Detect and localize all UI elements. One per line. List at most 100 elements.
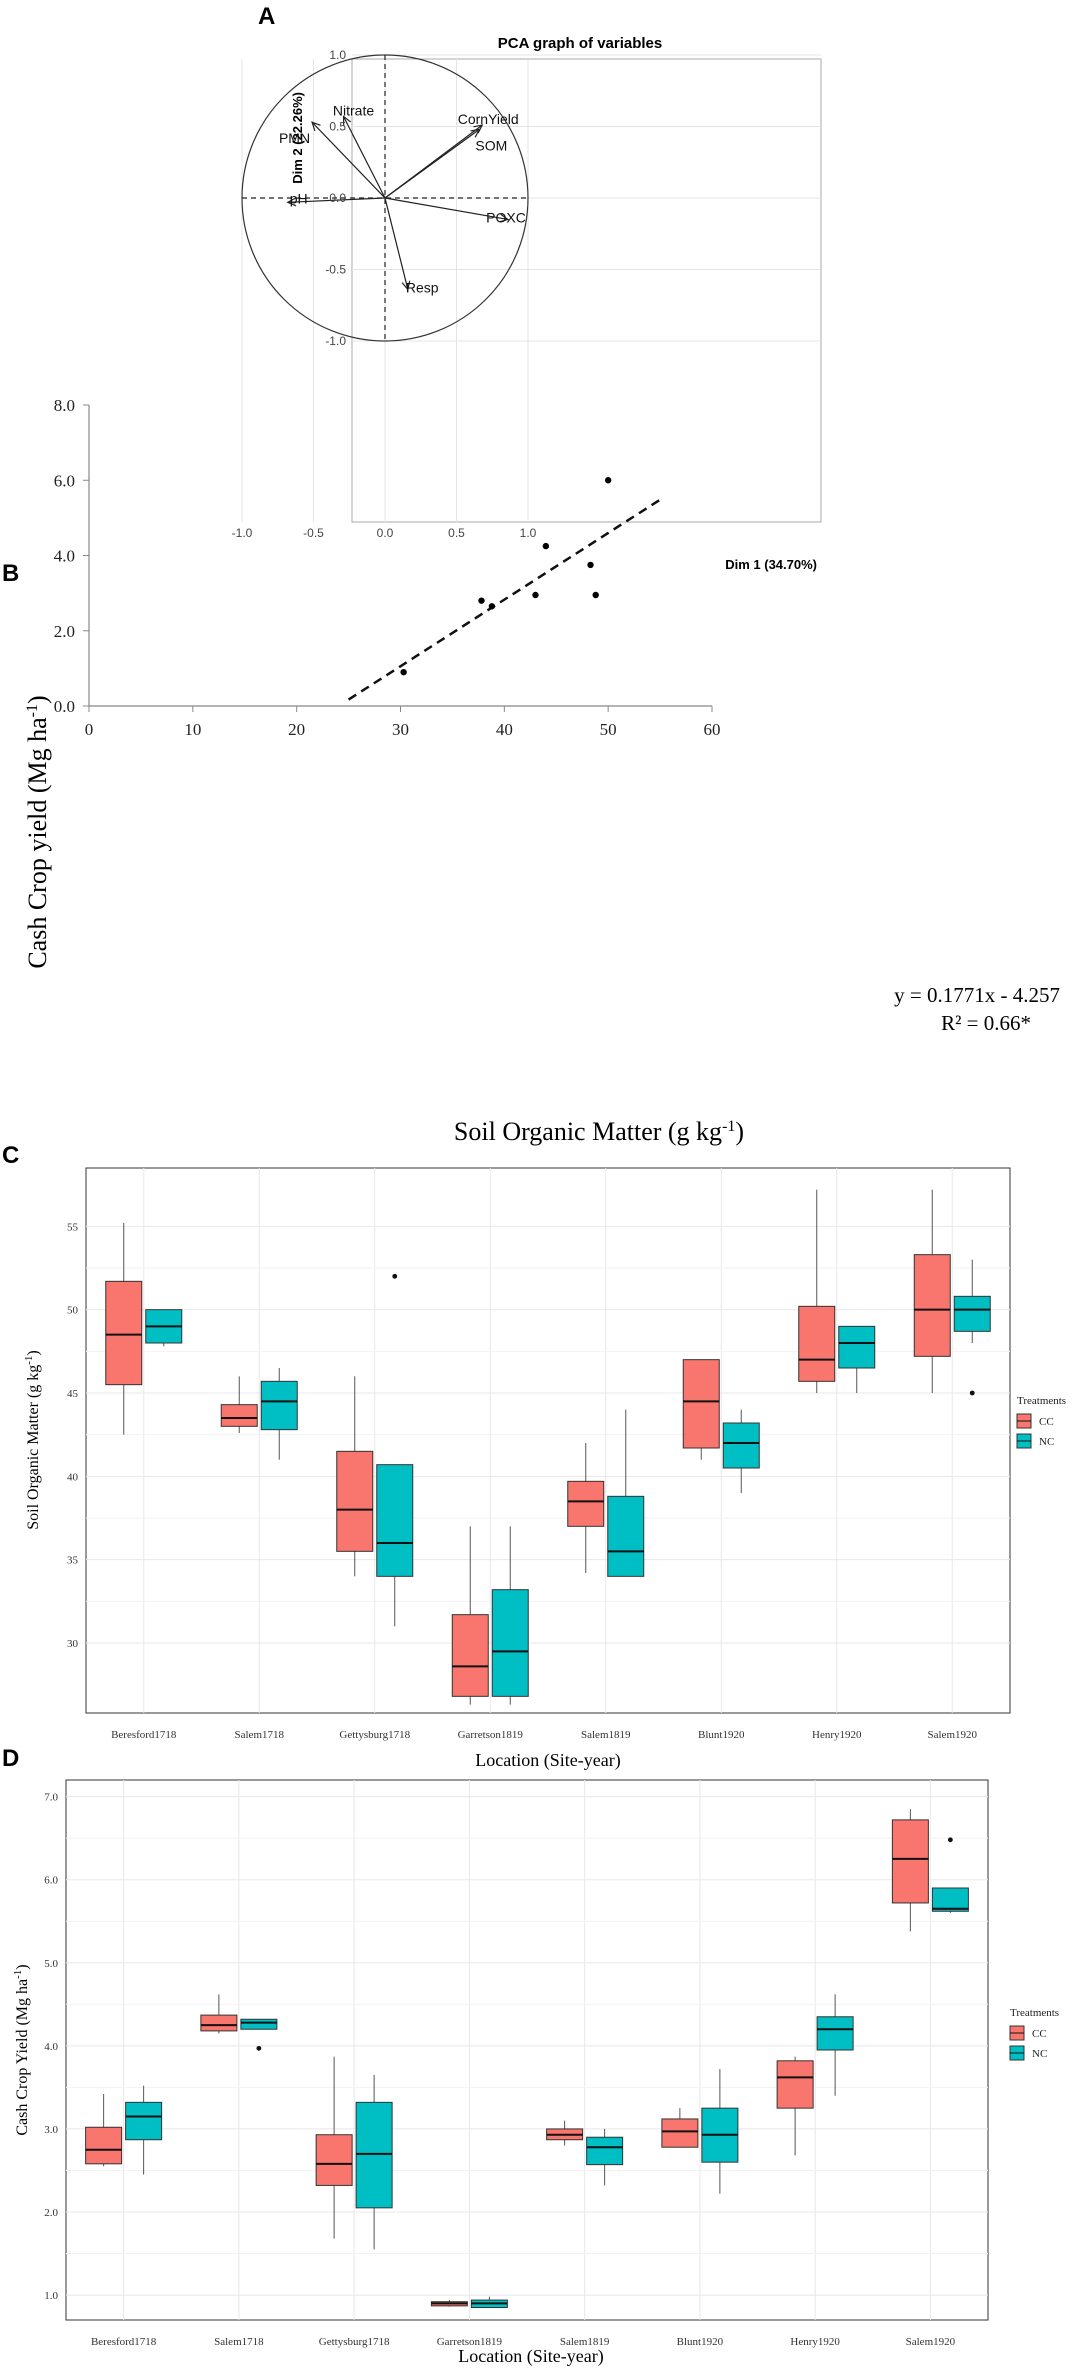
yield-y-tick-label: 4.0 [44, 2041, 58, 2053]
regression-equation: y = 0.1771x - 4.257 [894, 983, 1060, 1007]
yield-y-tick-label: 3.0 [44, 2124, 58, 2136]
yield-boxplot-panel: 1.0 2.0 3.0 4.0 5.0 6.0 7.0 Beresford1718 Salem1… [12, 1779, 1059, 2367]
scatter-point [587, 561, 594, 569]
scatter-x-tick-label: 60 [704, 720, 721, 739]
yield-box-nc [240, 2018, 278, 2030]
pca-arrowhead-pmn [311, 121, 321, 131]
yield-x-tick-label: Henry1920 [790, 2336, 840, 2348]
yield-y-tick-label: 1.0 [44, 2290, 58, 2302]
som-y-tick-label: 40 [67, 1471, 79, 1483]
som-x-tick-label: Salem1920 [928, 1729, 978, 1741]
som-box-cc [220, 1404, 258, 1427]
pca-vector-som [384, 128, 480, 199]
pca-vector-label: POXC [486, 209, 526, 225]
pca-axes [241, 54, 529, 342]
yield-box-cc [776, 2060, 814, 2109]
scatter-x-tick-label: 20 [288, 720, 305, 739]
scatter-y-tick-label: 8.0 [54, 396, 75, 415]
pca-y-tick-label: 0.5 [329, 120, 346, 134]
scatter-x-tick-label: 40 [496, 720, 513, 739]
pca-vector-label: Resp [406, 280, 439, 296]
pca-vector-nitrate [342, 116, 386, 199]
yield-y-tick-label: 7.0 [44, 1792, 58, 1804]
pca-vector-pmn [311, 121, 386, 199]
yield-y-tick-label: 2.0 [44, 2207, 58, 2219]
pca-x-tick-label: -0.5 [303, 526, 324, 540]
scatter-y-tick-label: 6.0 [54, 471, 75, 490]
scatter-x-tick-label: 10 [184, 720, 201, 739]
scatter-x-axis-label: Soil Organic Matter (g kg-1) [454, 1117, 744, 1146]
yield-y-axis-label: Cash Crop Yield (Mg ha-1) [12, 1964, 31, 2135]
som-outlier [969, 1390, 975, 1396]
yield-x-tick-label: Salem1718 [214, 2336, 264, 2348]
som-box-nc [722, 1422, 760, 1469]
pca-vector-label: pH [290, 190, 308, 206]
panel-letter-a: A [258, 3, 275, 30]
som-grid [86, 1168, 1010, 1713]
som-box-cc [682, 1359, 720, 1449]
som-legend-title: Treatments [1017, 1395, 1066, 1407]
yield-box-nc [586, 2136, 624, 2166]
scatter-y-tick-label: 4.0 [54, 547, 75, 566]
som-box-cc [798, 1305, 836, 1382]
pca-plot-area [351, 58, 822, 523]
pca-y-tick-label: 0.0 [329, 191, 346, 205]
som-box-cc [105, 1280, 143, 1386]
yield-legend: Treatments CC NC [1009, 2007, 1059, 2061]
som-outlier [392, 1273, 398, 1279]
yield-box-nc [125, 2101, 163, 2141]
scatter-point [478, 597, 485, 604]
pca-y-tick-label: -1.0 [325, 334, 346, 348]
pca-vectors: Nitrate PMN CornYield SOM pH POXC Resp [279, 102, 526, 295]
pca-arrowhead-ph [286, 197, 297, 207]
som-x-tick-label: Blunt1920 [698, 1729, 745, 1741]
som-box-nc [838, 1325, 876, 1369]
som-x-tick-label: Henry1920 [812, 1729, 862, 1741]
scatter-points [347, 477, 661, 701]
pca-x-tick-label: -1.0 [232, 526, 253, 540]
pca-x-tick-label: 1.0 [520, 526, 537, 540]
som-x-tick-label: Salem1819 [581, 1729, 631, 1741]
regression-r2: R² = 0.66* [941, 1011, 1031, 1035]
scatter-point [592, 591, 599, 599]
pca-vector-resp [384, 197, 409, 290]
yield-outlier [256, 2045, 262, 2051]
som-plot-area [85, 1167, 1011, 1714]
pca-title: PCA graph of variables [498, 35, 663, 52]
yield-y-tick-label: 5.0 [44, 1958, 58, 1970]
pca-grid [241, 54, 821, 522]
pca-vector-label: PMN [279, 130, 310, 146]
som-legend-label: NC [1039, 1436, 1054, 1448]
som-x-tick-label: Beresford1718 [111, 1729, 177, 1741]
scatter-point [400, 668, 407, 676]
panel-letter-d: D [2, 1745, 19, 1772]
yield-legend-title: Treatments [1010, 2007, 1059, 2019]
pca-ticks: -1.0 -0.5 0.0 0.5 1.0 -1.0 -0.5 0.0 0.5 1.0 [232, 48, 537, 540]
som-y-tick-label: 55 [67, 1221, 79, 1233]
yield-outlier [947, 1837, 953, 1843]
scatter-x-tick-label: 30 [392, 720, 409, 739]
pca-panel: PCA graph of variables Nitrate PMN CornYie… [232, 35, 822, 572]
yield-x-tick-label: Salem1819 [560, 2336, 610, 2348]
som-box-nc [491, 1589, 529, 1697]
scatter-y-tick-label: 2.0 [54, 622, 75, 641]
pca-x-axis-label: Dim 1 (34.70%) [725, 557, 817, 572]
som-box-cc [913, 1254, 951, 1357]
yield-x-tick-label: Garretson1819 [437, 2336, 503, 2348]
pca-vector-label: Nitrate [333, 102, 374, 118]
yield-x-tick-label: Gettysburg1718 [319, 2336, 390, 2348]
scatter-y-tick-label: 0.0 [54, 697, 75, 716]
som-box-nc [607, 1495, 645, 1577]
scatter-axes: 0 10 20 30 40 50 60 0.0 2.0 4.0 6.0 8.0 [54, 396, 721, 739]
pca-x-tick-label: 0.5 [448, 526, 465, 540]
yield-box-cc [315, 2134, 353, 2186]
pca-y-tick-label: -0.5 [325, 263, 346, 277]
yield-ticks: 1.0 2.0 3.0 4.0 5.0 6.0 7.0 Beresford1718 Salem1… [44, 1792, 955, 2348]
som-box-cc [336, 1450, 374, 1552]
yield-x-tick-label: Beresford1718 [91, 2336, 157, 2348]
pca-vector-poxc [384, 197, 509, 221]
yield-legend-label: CC [1032, 2028, 1047, 2040]
yield-y-tick-label: 6.0 [44, 1875, 58, 1887]
som-ticks: 30 35 40 45 50 55 Beresford1718 Salem1718 Gettys… [67, 1221, 977, 1741]
